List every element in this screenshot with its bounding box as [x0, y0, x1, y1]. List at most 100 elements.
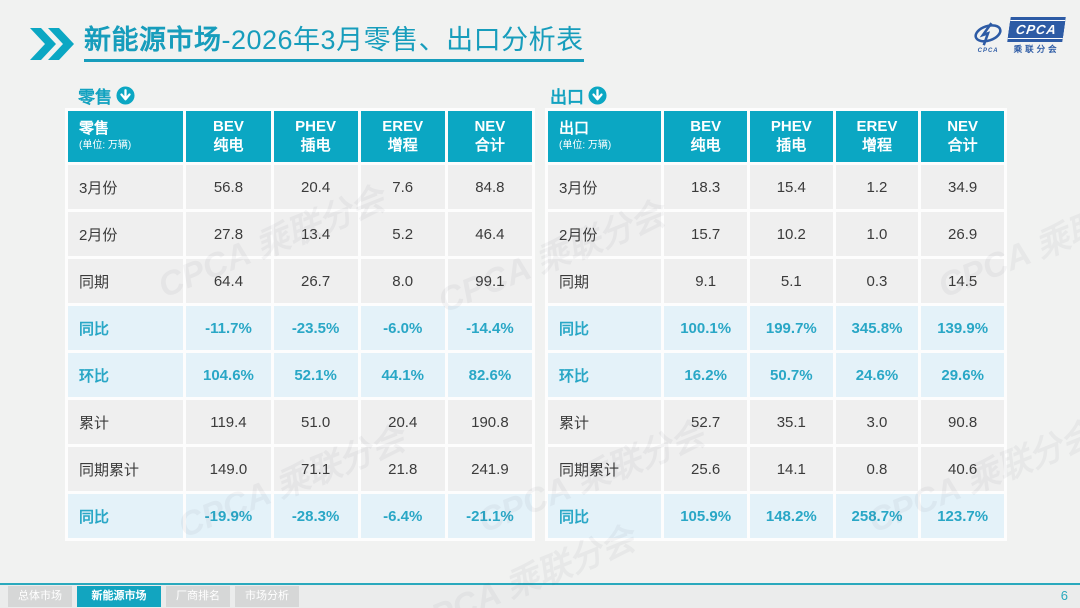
table-row: 累计 52.7 35.1 3.0 90.8: [548, 400, 1004, 444]
row-label: 累计: [68, 400, 184, 444]
footer-tab-bar: 总体市场 新能源市场 厂商排名 市场分析: [0, 585, 1080, 608]
cell: 139.9%: [921, 306, 1004, 350]
cpca-logo-text: CPCA 乘联分会: [1007, 20, 1066, 55]
table-row: 同期 64.4 26.7 8.0 99.1: [68, 259, 532, 303]
cell: 51.0: [273, 400, 358, 444]
cell: 50.7%: [749, 353, 833, 397]
row-label: 累计: [548, 400, 662, 444]
table-row: 同期累计 149.0 71.1 21.8 241.9: [68, 447, 532, 491]
cell: 0.3: [835, 259, 919, 303]
down-arrow-icon: [588, 86, 607, 105]
cpca-wordmark: CPCA: [1007, 20, 1066, 39]
column-header: EREV 增程: [360, 111, 445, 162]
cell: 71.1: [273, 447, 358, 491]
cell: 40.6: [921, 447, 1004, 491]
cell: 27.8: [186, 212, 271, 256]
cell: 123.7%: [921, 494, 1004, 538]
row-label: 同比: [68, 306, 184, 350]
cell: 16.2%: [664, 353, 747, 397]
cell: 100.1%: [664, 306, 747, 350]
table-row: 同期 9.1 5.1 0.3 14.5: [548, 259, 1004, 303]
row-label: 同比: [68, 494, 184, 538]
column-header: NEV 合计: [921, 111, 1004, 162]
cell: 190.8: [447, 400, 532, 444]
cell: 34.9: [921, 165, 1004, 209]
cell: 5.1: [749, 259, 833, 303]
footer-tab-market-analysis[interactable]: 市场分析: [235, 586, 299, 607]
cell: -6.4%: [360, 494, 445, 538]
table-row: 2月份 15.7 10.2 1.0 26.9: [548, 212, 1004, 256]
cell: -6.0%: [360, 306, 445, 350]
cell: 258.7%: [835, 494, 919, 538]
row-label: 同比: [548, 306, 662, 350]
row-label: 2月份: [548, 212, 662, 256]
cell: 119.4: [186, 400, 271, 444]
row-label: 环比: [68, 353, 184, 397]
page-title: 新能源市场-2026年3月零售、出口分析表: [84, 25, 584, 62]
cell: -23.5%: [273, 306, 358, 350]
row-label: 同期: [548, 259, 662, 303]
cell: 24.6%: [835, 353, 919, 397]
column-header: EREV 增程: [835, 111, 919, 162]
cell: 18.3: [664, 165, 747, 209]
table-row: 同期累计 25.6 14.1 0.8 40.6: [548, 447, 1004, 491]
cell: 20.4: [273, 165, 358, 209]
cell: 20.4: [360, 400, 445, 444]
table-row: 2月份 27.8 13.4 5.2 46.4: [68, 212, 532, 256]
footer-tab-nev-market[interactable]: 新能源市场: [77, 586, 161, 607]
cell: 46.4: [447, 212, 532, 256]
row-label: 环比: [548, 353, 662, 397]
cell: 241.9: [447, 447, 532, 491]
cell: 82.6%: [447, 353, 532, 397]
retail-table: 零售 (单位: 万辆) BEV 纯电 PHEV 插电 EREV 增程 NEV 合计 3月份 56.8…: [65, 108, 535, 541]
cell: 148.2%: [749, 494, 833, 538]
table-row: 同比 105.9% 148.2% 258.7% 123.7%: [548, 494, 1004, 538]
cell: 14.1: [749, 447, 833, 491]
column-header: BEV 纯电: [186, 111, 271, 162]
table-row: 同比 -11.7% -23.5% -6.0% -14.4%: [68, 306, 532, 350]
cell: 1.2: [835, 165, 919, 209]
cpca-mini-label: CPCA: [977, 47, 999, 54]
cell: -19.9%: [186, 494, 271, 538]
row-label: 同期累计: [68, 447, 184, 491]
export-table: 出口 (单位: 万辆) BEV 纯电 PHEV 插电 EREV 增程 NEV 合计 3月份 18.3…: [545, 108, 1007, 541]
cell: -28.3%: [273, 494, 358, 538]
column-header: PHEV 插电: [749, 111, 833, 162]
retail-section-text: 零售: [78, 88, 112, 107]
cell: 52.7: [664, 400, 747, 444]
cell: 15.7: [664, 212, 747, 256]
cell: 8.0: [360, 259, 445, 303]
cell: 90.8: [921, 400, 1004, 444]
column-header: PHEV 插电: [273, 111, 358, 162]
cell: 26.7: [273, 259, 358, 303]
table-row: 环比 16.2% 50.7% 24.6% 29.6%: [548, 353, 1004, 397]
table-row: 同比 -19.9% -28.3% -6.4% -21.1%: [68, 494, 532, 538]
cell: 5.2: [360, 212, 445, 256]
cell: 15.4: [749, 165, 833, 209]
row-label: 3月份: [68, 165, 184, 209]
row-label: 3月份: [548, 165, 662, 209]
cell: 99.1: [447, 259, 532, 303]
table-title-cell: 出口 (单位: 万辆): [548, 111, 662, 162]
table-row: 累计 119.4 51.0 20.4 190.8: [68, 400, 532, 444]
retail-section-label: 零售: [78, 83, 135, 108]
cell: 56.8: [186, 165, 271, 209]
row-label: 同期: [68, 259, 184, 303]
cpca-swoosh-icon: CPCA: [971, 21, 1005, 54]
cell: 0.8: [835, 447, 919, 491]
cell: 10.2: [749, 212, 833, 256]
table-row: 环比 104.6% 52.1% 44.1% 82.6%: [68, 353, 532, 397]
cell: 105.9%: [664, 494, 747, 538]
cell: 29.6%: [921, 353, 1004, 397]
cell: 14.5: [921, 259, 1004, 303]
footer-divider: [0, 583, 1080, 585]
cell: 345.8%: [835, 306, 919, 350]
export-section-label: 出口: [550, 83, 607, 108]
footer-tab-overall-market[interactable]: 总体市场: [8, 586, 72, 607]
cell: 1.0: [835, 212, 919, 256]
footer-tab-oem-ranking[interactable]: 厂商排名: [166, 586, 230, 607]
cell: 3.0: [835, 400, 919, 444]
cell: -21.1%: [447, 494, 532, 538]
cell: 35.1: [749, 400, 833, 444]
column-header: BEV 纯电: [664, 111, 747, 162]
